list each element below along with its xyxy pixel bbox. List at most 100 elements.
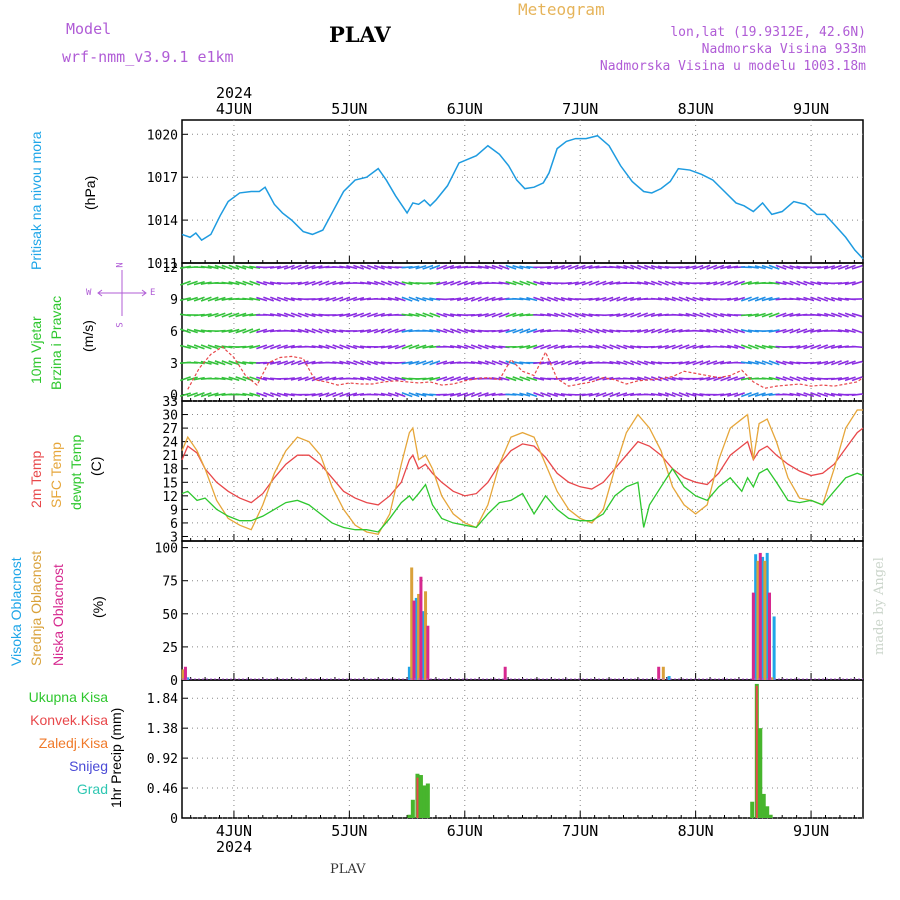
wind-vector [380, 328, 392, 334]
wind-vector [637, 312, 648, 318]
wind-vector [720, 265, 732, 270]
wind-vector [567, 376, 579, 381]
wind-ytick-label: 0 [170, 389, 178, 404]
wind-vector [734, 328, 745, 334]
wind-vector [609, 296, 621, 302]
wind-vector [207, 392, 219, 397]
wind-vector [609, 313, 621, 317]
wind-vector [789, 328, 801, 334]
wind-vector [263, 344, 275, 350]
wind-vector [228, 328, 240, 334]
wind-vector [491, 360, 503, 366]
temperature-ytick-label: 24 [162, 436, 178, 451]
wind-vector [824, 360, 836, 366]
wind-vector [394, 344, 406, 350]
wind-vector [706, 312, 718, 318]
wind-vector [283, 360, 295, 366]
wind-vector [574, 280, 586, 286]
wind-vector [789, 297, 801, 301]
wind-vector [186, 296, 198, 302]
wind-vector [373, 393, 385, 397]
wind-vector [436, 264, 448, 270]
wind-vector [650, 328, 662, 334]
wind-vector [768, 264, 780, 270]
wind-vector [380, 265, 392, 270]
wind-vector [207, 360, 219, 366]
wind-vector [401, 281, 413, 286]
low-cloud-bar [758, 552, 762, 680]
wind-vector [553, 264, 565, 270]
wind-vector [775, 312, 787, 318]
wind-vector [526, 376, 538, 382]
convective-precip-bar [416, 777, 419, 818]
wind-vector [242, 392, 254, 397]
wind-vector [207, 296, 219, 302]
wind-vector [228, 264, 240, 270]
wind-vector [713, 393, 725, 396]
wind-vector [186, 344, 198, 350]
wind-vector [657, 376, 669, 382]
wind-vector [484, 296, 496, 302]
wind-vector [602, 328, 614, 334]
wind-vector [803, 376, 815, 381]
wind-vector [678, 392, 690, 398]
mid-cloud-bar [424, 591, 428, 680]
wind-vector [242, 361, 254, 365]
wind-vector [817, 344, 829, 350]
temperature-ytick-label: 3 [170, 530, 178, 545]
wind-vector [221, 281, 233, 285]
temperature-ytick-label: 30 [162, 409, 178, 424]
wind-vector [387, 328, 399, 334]
wind-vector [339, 313, 351, 317]
wind-vector [450, 265, 462, 270]
wind-vector [540, 296, 552, 302]
high-cloud-bar [414, 597, 418, 680]
wind-vector [740, 296, 752, 302]
wind-vector [775, 376, 787, 382]
wind-vector [706, 264, 718, 270]
wind-vector [332, 361, 344, 365]
wind-vector [734, 392, 745, 398]
wind-vector [817, 392, 829, 398]
wind-vector [505, 264, 517, 270]
wind-vector [456, 392, 468, 398]
wind-vector [470, 265, 482, 269]
wind-vector [851, 264, 863, 270]
wind-vector [789, 376, 801, 382]
wind-vector [630, 345, 642, 349]
wind-vector [449, 313, 462, 317]
wind-vector [526, 280, 538, 286]
wind-vector [422, 377, 434, 381]
high-cloud-bar [667, 676, 671, 680]
wind-vector [263, 391, 275, 398]
wind-speed-line [187, 346, 864, 390]
wind-vector [789, 345, 801, 349]
wind-vector [810, 328, 822, 333]
wind-vector [678, 265, 690, 269]
wind-vector [837, 264, 849, 270]
wind-vector [387, 344, 399, 350]
wind-vector [415, 360, 427, 366]
wind-vector [713, 360, 725, 366]
wind-vector [588, 265, 600, 270]
temperature-ytick-label: 21 [162, 449, 178, 464]
wind-vector [360, 312, 371, 318]
pressure-ytick-label: 1017 [147, 171, 178, 186]
wind-vector [560, 264, 572, 270]
wind-vector [498, 281, 510, 285]
wind-vector [318, 328, 330, 334]
wind-vector [761, 344, 773, 349]
wind-vector [540, 265, 552, 269]
wind-vector [283, 264, 295, 270]
wind-vector [297, 360, 309, 366]
wind-vector [699, 281, 711, 285]
wind-vector [602, 296, 614, 302]
wind-vector [692, 377, 704, 381]
wind-vector [346, 265, 358, 270]
wind-vector [581, 392, 593, 397]
temperature-ytick-label: 6 [170, 517, 178, 532]
wind-vector [401, 329, 413, 333]
wind-vector [830, 264, 842, 270]
dewpt-line [181, 467, 864, 533]
wind-vector [602, 361, 614, 365]
